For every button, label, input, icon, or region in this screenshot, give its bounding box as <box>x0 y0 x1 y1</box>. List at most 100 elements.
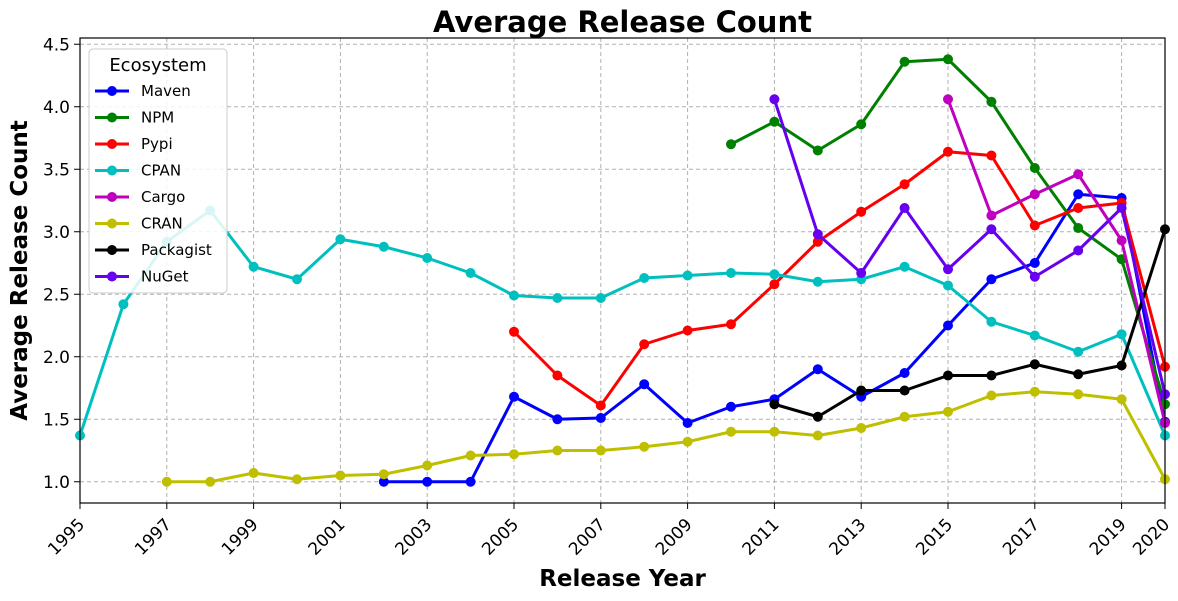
data-point-cpan <box>639 273 650 283</box>
data-point-cpan <box>986 316 997 327</box>
data-point-maven <box>378 476 389 487</box>
data-point-pypi <box>943 146 953 157</box>
legend-swatch-marker <box>107 165 117 176</box>
data-point-nuget <box>943 264 953 275</box>
legend-item-packagist: Packagist <box>95 241 212 259</box>
data-point-npm <box>1073 223 1084 233</box>
data-point-cran <box>292 474 302 485</box>
legend-swatch-marker <box>107 245 117 255</box>
data-point-cran <box>769 426 780 437</box>
data-point-cargo <box>943 94 953 105</box>
data-point-packagist <box>856 385 867 396</box>
data-point-cpan <box>378 241 389 252</box>
series-pypi <box>509 146 1170 411</box>
series-line-cran <box>165 390 1167 484</box>
data-point-pypi <box>1029 220 1040 231</box>
data-point-nuget <box>769 94 780 105</box>
chart-title: Average Release Count <box>433 5 812 39</box>
data-point-pypi <box>769 279 780 290</box>
series-cran <box>161 386 1170 487</box>
data-point-maven <box>422 476 433 487</box>
data-point-cpan <box>118 299 129 310</box>
series-packagist <box>769 224 1170 422</box>
data-point-packagist <box>986 370 997 381</box>
data-point-cpan <box>943 280 953 291</box>
legend-item-cran: CRAN <box>95 215 183 233</box>
data-point-cpan <box>422 253 433 263</box>
data-point-cpan <box>899 261 910 272</box>
data-point-packagist <box>769 399 780 410</box>
data-point-npm <box>899 56 910 67</box>
y-tick-label: 4.0 <box>43 98 70 118</box>
data-point-cran <box>899 411 910 422</box>
y-tick-label: 2.0 <box>43 348 70 368</box>
data-point-cran <box>422 460 433 471</box>
data-point-cran <box>465 450 476 461</box>
data-point-packagist <box>899 385 910 396</box>
data-point-npm <box>726 139 736 150</box>
legend-label: CPAN <box>141 162 181 180</box>
y-tick-label: 4.5 <box>43 35 70 55</box>
data-point-packagist <box>1029 359 1040 370</box>
data-point-nuget <box>1073 245 1084 256</box>
data-point-cpan <box>595 293 606 303</box>
series-nuget <box>769 94 1170 400</box>
data-point-pypi <box>552 370 563 381</box>
legend-swatch-marker <box>107 86 117 96</box>
data-point-maven <box>1029 258 1040 268</box>
y-tick-label: 3.5 <box>43 160 70 180</box>
data-point-pypi <box>682 325 693 336</box>
data-point-cpan <box>509 290 519 301</box>
data-point-maven <box>899 368 910 378</box>
data-point-maven <box>943 320 953 331</box>
legend-swatch-marker <box>107 139 117 149</box>
data-point-pypi <box>812 236 823 247</box>
data-point-maven <box>509 391 519 402</box>
data-point-cran <box>1073 389 1084 400</box>
y-tick-label: 1.0 <box>43 473 70 493</box>
data-point-pypi <box>639 339 650 350</box>
data-point-packagist <box>1073 369 1084 380</box>
data-point-cran <box>943 406 953 417</box>
x-axis-label: Release Year <box>539 566 706 592</box>
data-point-cran <box>335 470 346 481</box>
data-point-nuget <box>812 229 823 240</box>
data-point-cargo <box>986 210 997 221</box>
series-line-packagist <box>772 227 1167 419</box>
legend-label: Packagist <box>141 241 212 259</box>
legend-swatch-marker <box>107 112 117 123</box>
legend-box <box>88 48 228 294</box>
series-cargo <box>943 94 1170 428</box>
data-point-cran <box>986 390 997 401</box>
data-point-npm <box>986 96 997 107</box>
data-point-maven <box>986 274 997 285</box>
legend-item-pypi: Pypi <box>95 135 173 153</box>
data-point-pypi <box>856 206 867 217</box>
y-tick-label: 2.5 <box>43 285 70 305</box>
plot-frame <box>79 37 1166 504</box>
data-point-nuget <box>986 224 997 235</box>
data-point-maven <box>595 413 606 423</box>
data-point-cran <box>726 426 736 437</box>
series-group <box>75 54 1170 487</box>
data-point-pypi <box>509 326 519 337</box>
legend: Ecosystem Maven NPM Pypi CPAN Cargo CRAN Packag… <box>88 48 228 294</box>
data-point-cpan <box>335 234 346 245</box>
legend-item-cargo: Cargo <box>95 188 185 206</box>
series-line-cargo <box>946 97 1167 425</box>
data-point-pypi <box>1073 203 1084 213</box>
y-tick-label: 3.0 <box>43 223 70 243</box>
data-point-nuget <box>1116 203 1127 213</box>
legend-label: CRAN <box>141 215 183 233</box>
data-point-maven <box>726 401 736 412</box>
legend-item-nuget: NuGet <box>95 268 189 286</box>
legend-item-cpan: CPAN <box>95 162 181 180</box>
data-point-cran <box>682 436 693 447</box>
data-point-cran <box>378 469 389 480</box>
data-point-cpan <box>769 269 780 280</box>
data-point-maven <box>1073 189 1084 200</box>
data-point-nuget <box>1029 271 1040 282</box>
data-point-npm <box>812 145 823 156</box>
data-point-cran <box>1029 386 1040 397</box>
